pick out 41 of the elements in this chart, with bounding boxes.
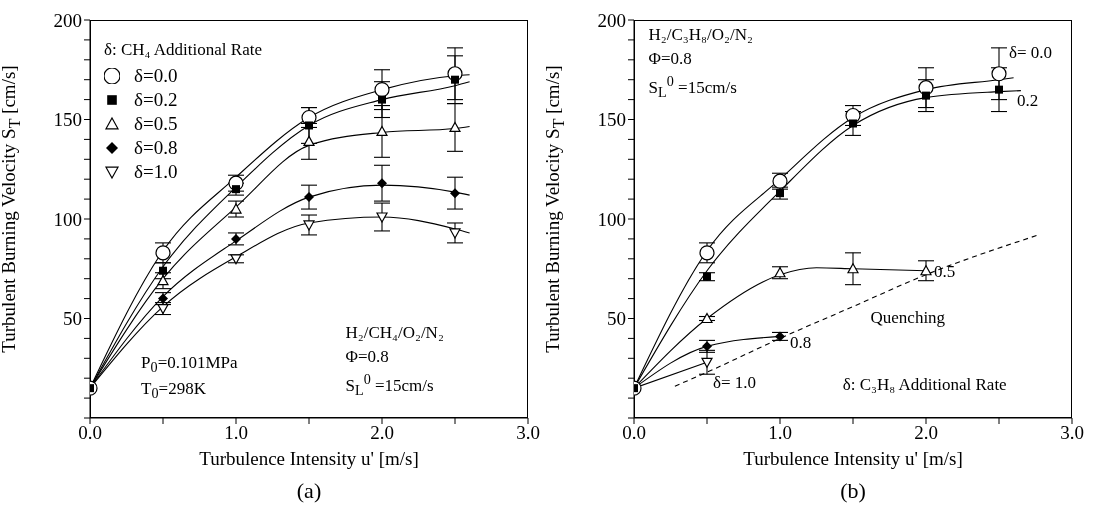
x-tick-label: 1.0 xyxy=(224,422,248,444)
annotation: 0.8 xyxy=(790,333,812,353)
y-tick-label: 50 xyxy=(607,308,626,330)
legend-label: δ=0.8 xyxy=(134,137,178,159)
legend-label: δ=0.5 xyxy=(134,113,178,135)
x-axis-title: Turbulence Intensity u' [m/s] xyxy=(743,448,963,469)
x-tick-label: 2.0 xyxy=(914,422,938,444)
x-tick-label: 0.0 xyxy=(78,422,102,444)
annotation: H₂/C₃H₈/O₂/N₂ xyxy=(648,24,753,44)
annotation: T$_{0}$=298K xyxy=(141,379,206,403)
y-tick-label: 100 xyxy=(597,208,626,230)
annotation: Quenching xyxy=(870,307,946,327)
annotation: 0.2 xyxy=(1017,90,1039,110)
y-tick-label: 150 xyxy=(53,109,82,131)
legend-title: δ: CH₄ Additional Rate xyxy=(104,40,262,60)
y-tick-label: 50 xyxy=(63,308,82,330)
text: (a) xyxy=(296,478,322,504)
annotation: P$_{0}$=0.101MPa xyxy=(141,353,238,377)
legend-label: δ=0.0 xyxy=(134,65,178,87)
legend-label: δ=0.2 xyxy=(134,89,178,111)
y-tick-label: 200 xyxy=(597,9,626,31)
annotation: H₂/CH₄/O₂/N₂ xyxy=(345,323,444,343)
x-tick-label: 0.0 xyxy=(622,422,646,444)
x-tick-label: 3.0 xyxy=(1060,422,1084,444)
x-axis-title: Turbulence Intensity u' [m/s] xyxy=(199,448,419,469)
x-tick-label: 1.0 xyxy=(768,422,792,444)
annotation: δ= 1.0 xyxy=(713,373,757,393)
annotation: δ= 0.0 xyxy=(1009,42,1053,62)
annotation: δ: C₃H₈ Additional Rate xyxy=(842,375,1007,395)
text: (b) xyxy=(840,478,866,504)
y-tick-label: 150 xyxy=(597,109,626,131)
annotation: Φ=0.8 xyxy=(345,347,389,367)
y-tick-label: 100 xyxy=(53,208,82,230)
annotation: S$_{L}$$^{0}$ =15cm/s xyxy=(648,71,737,101)
annotation: Φ=0.8 xyxy=(648,48,692,68)
x-tick-label: 2.0 xyxy=(370,422,394,444)
annotation: 0.5 xyxy=(934,261,956,281)
legend-label: δ=1.0 xyxy=(134,161,178,183)
x-tick-label: 3.0 xyxy=(516,422,540,444)
annotation: S$_{L}$$^{0}$ =15cm/s xyxy=(345,370,434,400)
y-tick-label: 200 xyxy=(53,9,82,31)
